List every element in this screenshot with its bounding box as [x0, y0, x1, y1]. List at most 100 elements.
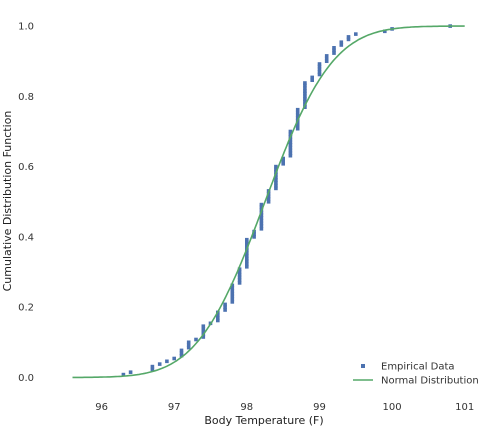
x-axis-ticks: 96 97 98 99 100 101: [95, 402, 474, 413]
data-point: [252, 235, 256, 239]
data-point: [288, 140, 293, 145]
data-point: [303, 86, 307, 91]
data-point: [310, 78, 314, 82]
data-point: [332, 51, 336, 55]
data-point: [157, 362, 162, 366]
data-point: [230, 294, 235, 299]
data-point: [230, 300, 235, 304]
data-point: [295, 116, 300, 120]
data-point: [332, 46, 336, 50]
data-point: [245, 262, 249, 266]
data-point: [237, 273, 242, 277]
data-point: [274, 178, 278, 182]
data-point: [237, 275, 242, 280]
data-point: [339, 43, 344, 47]
data-point: [216, 318, 220, 323]
data-point: [237, 267, 242, 271]
data-point: [274, 164, 278, 169]
data-point: [274, 183, 278, 188]
data-point: [259, 205, 264, 209]
data-point: [201, 335, 206, 339]
legend: Empirical Data Normal Distribution: [353, 362, 479, 387]
data-point: [201, 324, 206, 328]
x-tick-label: 97: [168, 402, 181, 413]
data-point: [194, 337, 198, 342]
data-point: [383, 29, 387, 34]
data-point: [295, 107, 300, 112]
data-point: [245, 243, 249, 247]
data-point: [274, 167, 278, 172]
empirical-data-series: [121, 24, 452, 377]
y-tick-label: 0.4: [18, 232, 34, 243]
y-tick-label: 0.0: [18, 373, 34, 384]
data-point: [354, 32, 358, 36]
data-point: [317, 67, 322, 72]
data-point: [288, 153, 293, 158]
data-point: [303, 83, 307, 88]
data-point: [252, 232, 256, 236]
data-point: [245, 240, 249, 244]
data-point: [223, 308, 227, 312]
data-point: [237, 278, 242, 282]
x-tick-label: 101: [455, 402, 474, 413]
data-point: [303, 97, 307, 101]
data-point: [266, 200, 271, 204]
data-point: [230, 289, 235, 293]
data-point: [230, 297, 235, 301]
data-point: [223, 302, 227, 307]
data-point: [295, 113, 300, 118]
data-point: [303, 89, 307, 93]
plot-area: [72, 24, 465, 379]
y-tick-label: 1.0: [18, 22, 34, 33]
data-point: [317, 62, 322, 66]
data-point: [317, 70, 322, 74]
x-tick-label: 96: [95, 402, 108, 413]
data-point: [245, 251, 249, 255]
data-point: [179, 353, 184, 358]
data-point: [324, 59, 329, 63]
data-point: [179, 351, 184, 355]
data-point: [245, 265, 249, 269]
data-point: [186, 340, 191, 345]
data-point: [288, 151, 293, 156]
x-tick-label: 99: [313, 402, 326, 413]
data-point: [303, 94, 307, 99]
data-point: [259, 221, 264, 226]
data-point: [274, 181, 278, 185]
y-axis-label: Cumulative Distribution Function: [1, 111, 14, 292]
data-point: [324, 54, 329, 58]
x-tick-label: 100: [383, 402, 402, 413]
normal-distribution-line: [72, 25, 465, 379]
data-point: [281, 159, 285, 164]
data-point: [259, 202, 264, 207]
data-point: [121, 372, 126, 377]
data-point: [310, 75, 314, 80]
data-point: [237, 281, 242, 285]
data-point: [303, 91, 307, 96]
data-point: [172, 356, 176, 361]
data-point: [288, 145, 293, 150]
legend-label-normal: Normal Distribution: [381, 376, 479, 387]
data-point: [245, 259, 249, 263]
data-point: [237, 270, 242, 274]
data-point: [317, 64, 322, 69]
data-point: [274, 175, 278, 180]
data-point: [259, 224, 264, 228]
data-point: [303, 99, 307, 104]
x-axis-label: Body Temperature (F): [204, 414, 323, 427]
data-point: [332, 48, 336, 53]
data-point: [346, 37, 351, 42]
data-point: [281, 156, 285, 161]
data-point: [346, 35, 351, 39]
data-point: [274, 186, 278, 191]
legend-label-empirical: Empirical Data: [381, 362, 455, 373]
y-tick-label: 0.8: [18, 92, 34, 103]
data-point: [230, 286, 235, 290]
x-tick-label: 98: [240, 402, 253, 413]
data-point: [339, 40, 344, 44]
data-point: [295, 124, 300, 128]
data-point: [245, 256, 249, 261]
data-point: [259, 227, 264, 231]
y-tick-label: 0.2: [18, 303, 34, 314]
